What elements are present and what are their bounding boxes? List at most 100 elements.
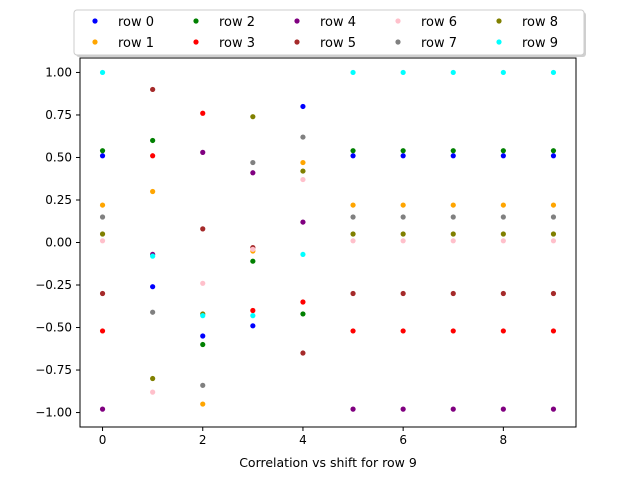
data-point — [99, 214, 106, 220]
data-point — [150, 137, 156, 144]
x-tick-label: 8 — [500, 433, 508, 447]
data-point — [150, 389, 156, 395]
data-point — [250, 307, 256, 314]
y-tick-label: 1.00 — [45, 65, 72, 79]
data-point — [99, 202, 106, 208]
data-point — [250, 114, 256, 120]
data-point — [99, 238, 106, 244]
data-point — [300, 299, 306, 305]
legend-label: row 6 — [421, 15, 457, 30]
data-point — [500, 153, 506, 159]
data-point — [350, 328, 356, 334]
plot-area: 0 2 4 6 8 1.00 0.75 0.50 0.25 0.00 −0.25 −0.50 −0.75… — [35, 57, 577, 447]
data-point — [500, 290, 506, 297]
data-point — [450, 69, 456, 76]
legend-marker — [294, 39, 300, 45]
data-point — [500, 214, 506, 220]
y-tick-label: 0.25 — [45, 193, 72, 207]
data-point — [550, 153, 557, 159]
data-point — [450, 153, 456, 159]
legend-label: row 7 — [421, 36, 457, 51]
data-point — [300, 251, 306, 258]
legend-label: row 5 — [320, 36, 356, 51]
data-point — [300, 219, 306, 225]
data-points — [99, 69, 557, 412]
data-point — [300, 159, 306, 166]
data-point — [350, 231, 356, 237]
y-tick-label: −0.50 — [35, 321, 72, 335]
data-point — [400, 238, 406, 244]
data-point — [450, 238, 456, 244]
data-point — [99, 290, 106, 297]
legend-marker — [193, 18, 199, 24]
data-point — [300, 168, 306, 174]
data-point — [400, 290, 406, 297]
data-point — [500, 148, 506, 154]
data-point — [150, 86, 156, 93]
data-point — [550, 214, 557, 220]
data-point — [350, 406, 356, 412]
legend-label: row 0 — [118, 15, 154, 30]
data-point — [300, 176, 306, 183]
y-tick-label: −0.75 — [35, 363, 72, 377]
data-point — [250, 323, 256, 329]
legend-label: row 2 — [219, 15, 255, 30]
y-tick-label: −0.25 — [35, 278, 72, 292]
data-point — [150, 253, 156, 259]
data-point — [200, 280, 206, 286]
data-point — [200, 341, 206, 348]
data-point — [400, 214, 406, 220]
data-point — [400, 328, 406, 334]
data-point — [150, 188, 156, 195]
data-point — [400, 406, 406, 412]
data-point — [550, 148, 557, 154]
data-point — [550, 69, 557, 76]
data-point — [99, 69, 106, 76]
data-point — [200, 333, 206, 339]
data-point — [400, 69, 406, 76]
legend-label: row 1 — [118, 36, 154, 51]
data-point — [200, 149, 206, 155]
axis-ticks: 0 2 4 6 8 1.00 0.75 0.50 0.25 0.00 −0.25 −0.50 −0.75… — [35, 65, 507, 447]
data-point — [500, 328, 506, 334]
legend-marker — [294, 18, 300, 24]
legend: row 0 row 1 row 2 row 3 row 4 row 5 row 6 row 7… — [73, 9, 586, 57]
legend-marker — [193, 39, 199, 45]
data-point — [400, 231, 406, 237]
data-point — [350, 202, 356, 208]
legend-label: row 8 — [522, 15, 558, 30]
data-point — [550, 406, 557, 412]
data-point — [400, 153, 406, 159]
legend-label: row 9 — [522, 36, 558, 51]
data-point — [250, 313, 256, 319]
data-point — [550, 231, 557, 237]
x-tick-label: 4 — [299, 433, 307, 447]
data-point — [550, 202, 557, 208]
data-point — [250, 246, 256, 252]
data-point — [400, 148, 406, 154]
data-point — [500, 69, 506, 76]
data-point — [350, 153, 356, 159]
y-tick-label: 0.50 — [45, 150, 72, 164]
data-point — [450, 148, 456, 154]
data-point — [500, 202, 506, 208]
data-point — [150, 284, 156, 290]
data-point — [450, 231, 456, 237]
data-point — [450, 214, 456, 220]
data-point — [450, 406, 456, 412]
data-point — [400, 202, 406, 208]
data-point — [350, 148, 356, 154]
data-point — [250, 170, 256, 176]
data-point — [99, 153, 106, 159]
data-point — [350, 290, 356, 297]
data-point — [300, 103, 306, 110]
legend-marker — [92, 18, 98, 24]
y-tick-label: −1.00 — [35, 406, 72, 420]
data-point — [150, 309, 156, 315]
data-point — [150, 153, 156, 159]
data-point — [550, 328, 557, 334]
data-point — [200, 382, 206, 388]
legend-marker — [92, 39, 98, 45]
data-point — [350, 238, 356, 244]
